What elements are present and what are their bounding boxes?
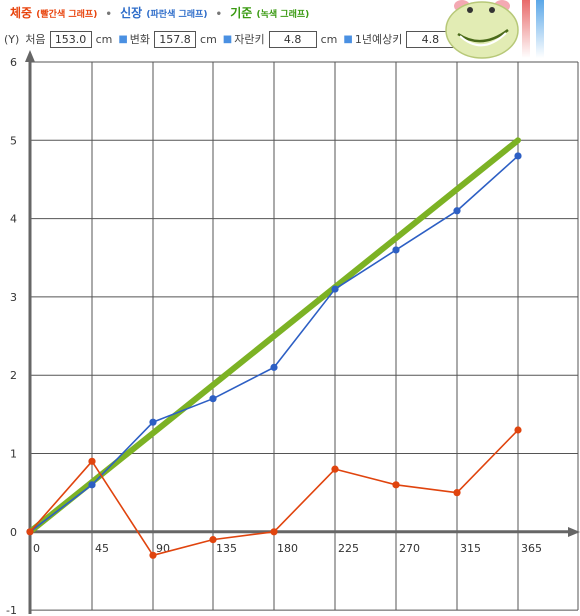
x-tick-label: 0 <box>33 542 40 555</box>
x-axis-arrow <box>568 527 580 537</box>
legend-separator: • <box>215 9 223 20</box>
change-label: 변화 <box>129 33 151 46</box>
data-point-height <box>392 246 400 254</box>
data-point-height <box>331 285 339 293</box>
data-point-weight <box>26 528 34 536</box>
bullet-icon: ■ <box>222 33 233 45</box>
data-point-height <box>149 418 157 426</box>
y-tick-label: -1 <box>6 604 17 616</box>
data-point-weight <box>453 489 461 497</box>
start-unit: cm <box>95 32 113 46</box>
y-tick-label: 4 <box>10 213 17 226</box>
legend: 체중 (빨간색 그래프) • 신장 (파란색 그래프) • 기준 (녹색 그래프… <box>10 4 309 22</box>
legend-separator: • <box>105 9 112 20</box>
bullet-icon: ■ <box>118 33 128 45</box>
start-label: 처음 <box>25 33 46 46</box>
change-value-field: 157.8 <box>154 30 197 48</box>
data-point-height <box>270 363 278 371</box>
x-tick-label: 135 <box>216 542 237 555</box>
y-tick-label: 1 <box>10 448 17 461</box>
x-tick-label: 315 <box>460 542 481 555</box>
data-point-weight <box>392 481 400 489</box>
data-point-height <box>209 395 217 403</box>
x-tick-label: 365 <box>521 542 542 555</box>
y-tick-label: 2 <box>10 369 17 382</box>
data-point-height <box>514 152 522 160</box>
legend-height-sub: (파란색 그래프) <box>146 10 208 20</box>
data-point-weight <box>514 426 522 434</box>
y-tick-label: 3 <box>10 291 17 304</box>
data-point-weight <box>88 457 96 465</box>
series-line-base <box>27 137 521 535</box>
y-axis-label: (Y) <box>4 32 20 46</box>
data-point-weight <box>209 536 217 544</box>
y-axis-arrow <box>25 50 35 62</box>
start-value-field: 153.0 <box>49 30 92 48</box>
growth-value-field: 4.8 <box>268 30 317 48</box>
x-tick-label: 45 <box>95 542 109 555</box>
expect-value-field: 4.8 <box>406 30 455 48</box>
x-tick-label: 270 <box>399 542 420 555</box>
y-tick-label: 6 <box>10 56 17 69</box>
bullet-icon: ■ <box>343 33 353 45</box>
giraffe-mascot-icon <box>445 0 544 59</box>
data-point-weight <box>270 528 278 536</box>
legend-base-name: 기준 <box>230 6 253 20</box>
expect-label: 1년예상키 <box>354 33 403 46</box>
data-point-height <box>88 481 96 489</box>
data-point-weight <box>331 465 339 473</box>
data-point-height <box>453 207 461 215</box>
legend-weight-name: 체중 <box>10 6 33 20</box>
x-tick-label: 225 <box>338 542 359 555</box>
legend-weight-sub: (빨간색 그래프) <box>36 10 98 20</box>
growth-label: 자란키 <box>234 33 265 46</box>
y-tick-label: 5 <box>10 134 17 147</box>
change-unit: cm <box>200 32 217 46</box>
legend-base-sub: (녹색 그래프) <box>256 10 310 20</box>
info-bar: (Y) 처음 153.0 cm ■ 변화 157.8 cm ■ 자란키 4.8 … <box>4 30 481 48</box>
x-tick-label: 180 <box>277 542 298 555</box>
data-point-weight <box>149 551 157 559</box>
growth-unit: cm <box>320 32 338 46</box>
legend-height-name: 신장 <box>120 6 143 20</box>
y-tick-label: 0 <box>10 526 17 539</box>
